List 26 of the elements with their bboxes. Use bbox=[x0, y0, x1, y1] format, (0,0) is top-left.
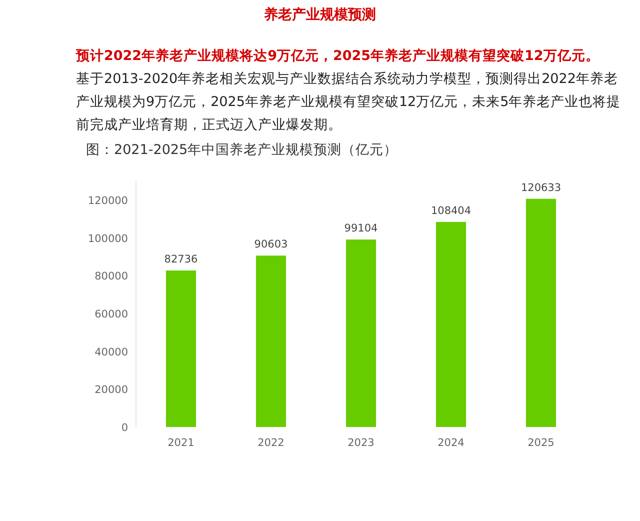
x-tick-label: 2024 bbox=[438, 437, 465, 449]
y-tick-label: 80000 bbox=[94, 270, 128, 283]
bar bbox=[346, 240, 376, 427]
data-label: 120633 bbox=[520, 182, 562, 194]
x-tick-label: 2023 bbox=[348, 437, 374, 449]
text: 基于2013-2020年养老相关宏观与产业数据结合系统动力学模型，预测得出2022年养老产业规模为9万亿元，2025年养老产业规模有望突破12万亿元，未来5年养老产业也将提前完成产业培育期，正式迈入产业爆发期。 bbox=[76, 70, 621, 135]
text: 图：2021-2025年中国养老产业规模预测（亿元） bbox=[86, 141, 398, 159]
chart-subtitle: 预计2022年养老产业规模将达9万亿元，2025年养老产业规模有望突破12万亿元。 bbox=[76, 47, 600, 65]
y-tick-label: 40000 bbox=[94, 346, 128, 358]
bar bbox=[526, 198, 556, 427]
y-tick-label: 100000 bbox=[88, 232, 128, 245]
bar bbox=[436, 222, 466, 427]
y-tick-label: 60000 bbox=[94, 308, 128, 320]
data-label: 99104 bbox=[344, 222, 378, 235]
y-tick-label: 120000 bbox=[88, 195, 128, 207]
data-label: 108404 bbox=[430, 204, 472, 217]
data-label: 82736 bbox=[164, 253, 198, 266]
bar bbox=[256, 256, 286, 427]
y-tick-label: 0 bbox=[121, 422, 128, 434]
data-label: 90603 bbox=[254, 238, 288, 251]
x-tick-label: 2022 bbox=[258, 437, 284, 449]
x-tick-label: 2021 bbox=[168, 437, 194, 449]
x-tick-label: 2025 bbox=[528, 437, 554, 449]
y-tick-label: 20000 bbox=[94, 384, 128, 396]
chart-title: 养老产业规模预测 bbox=[262, 6, 377, 24]
bar bbox=[166, 270, 196, 427]
